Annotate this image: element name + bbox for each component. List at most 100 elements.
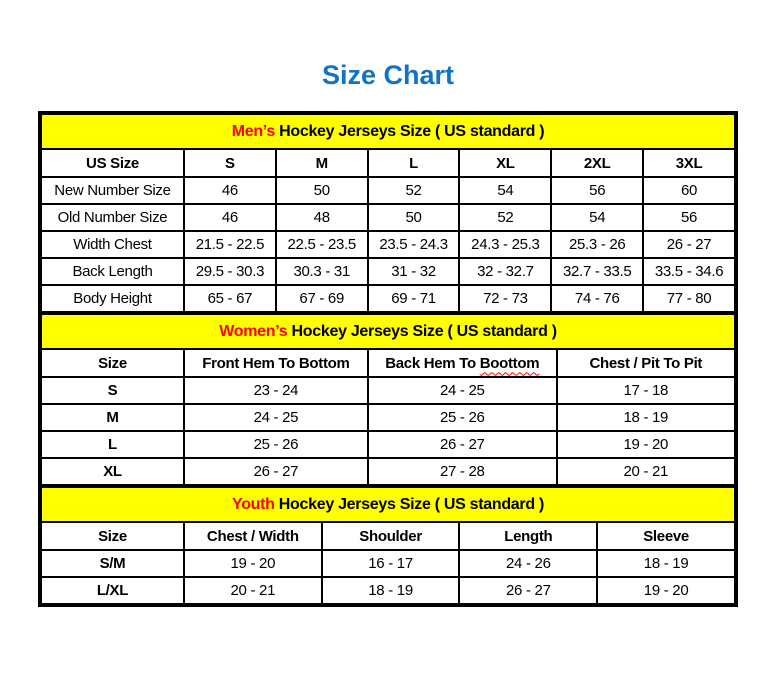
data-cell: 56 bbox=[642, 203, 736, 232]
data-cell: 26 - 27 bbox=[642, 230, 736, 259]
column-header: Size bbox=[40, 521, 185, 551]
row-label: L/XL bbox=[40, 576, 185, 605]
table-row: L/XL 20 - 21 18 - 19 26 - 27 19 - 20 bbox=[40, 576, 736, 605]
table-row: XL 26 - 27 27 - 28 20 - 21 bbox=[40, 457, 737, 486]
data-cell: 24 - 25 bbox=[182, 403, 369, 432]
column-header: US Size bbox=[40, 148, 185, 178]
column-header: Shoulder bbox=[320, 521, 461, 551]
data-cell: 26 - 27 bbox=[458, 576, 599, 605]
column-header: Chest / Pit To Pit bbox=[555, 348, 737, 378]
table-row: S 23 - 24 24 - 25 17 - 18 bbox=[40, 376, 737, 405]
data-cell: 54 bbox=[550, 203, 645, 232]
page-title: Size Chart bbox=[321, 60, 455, 90]
data-cell: 25 - 26 bbox=[366, 403, 558, 432]
table-row: Body Height 65 - 67 67 - 69 69 - 71 72 - 73 7… bbox=[40, 284, 736, 313]
data-cell: 46 bbox=[182, 176, 277, 205]
row-label: Old Number Size bbox=[40, 203, 185, 232]
youth-size-table: Youth Hockey Jerseys Size ( US standard … bbox=[40, 486, 736, 605]
row-label: Width Chest bbox=[40, 230, 185, 259]
data-cell: 33.5 - 34.6 bbox=[642, 257, 736, 286]
data-cell: 52 bbox=[366, 176, 461, 205]
youth-column-header-row: Size Chest / Width Shoulder Length Sleeve bbox=[40, 521, 736, 551]
data-cell: 50 bbox=[366, 203, 461, 232]
data-cell: 72 - 73 bbox=[458, 284, 553, 313]
data-cell: 30.3 - 31 bbox=[274, 257, 369, 286]
row-label: XL bbox=[40, 457, 185, 486]
data-cell: 25 - 26 bbox=[182, 430, 369, 459]
womens-section-heading: Women’s Hockey Jerseys Size ( US standar… bbox=[40, 313, 736, 350]
data-cell: 69 - 71 bbox=[366, 284, 461, 313]
data-cell: 25.3 - 26 bbox=[550, 230, 645, 259]
data-cell: 31 - 32 bbox=[366, 257, 461, 286]
column-header: S bbox=[182, 148, 277, 178]
column-header: M bbox=[274, 148, 369, 178]
column-header: Sleeve bbox=[596, 521, 736, 551]
data-cell: 19 - 20 bbox=[182, 549, 323, 578]
data-cell: 29.5 - 30.3 bbox=[182, 257, 277, 286]
data-cell: 24.3 - 25.3 bbox=[458, 230, 553, 259]
column-header: Chest / Width bbox=[182, 521, 323, 551]
row-label: S bbox=[40, 376, 185, 405]
data-cell: 56 bbox=[550, 176, 645, 205]
data-cell: 16 - 17 bbox=[320, 549, 461, 578]
data-cell: 21.5 - 22.5 bbox=[182, 230, 277, 259]
data-cell: 54 bbox=[458, 176, 553, 205]
column-header: Front Hem To Bottom bbox=[182, 348, 369, 378]
table-row: Back Length 29.5 - 30.3 30.3 - 31 31 - 32 32… bbox=[40, 257, 736, 286]
table-row: S/M 19 - 20 16 - 17 24 - 26 18 - 19 bbox=[40, 549, 736, 578]
table-row: M 24 - 25 25 - 26 18 - 19 bbox=[40, 403, 737, 432]
row-label: Body Height bbox=[40, 284, 185, 313]
data-cell: 26 - 27 bbox=[182, 457, 369, 486]
data-cell: 22.5 - 23.5 bbox=[274, 230, 369, 259]
data-cell: 20 - 21 bbox=[555, 457, 737, 486]
column-header: 2XL bbox=[550, 148, 645, 178]
data-cell: 18 - 19 bbox=[555, 403, 737, 432]
column-header: Length bbox=[458, 521, 599, 551]
table-row: New Number Size 46 50 52 54 56 60 bbox=[40, 176, 736, 205]
data-cell: 60 bbox=[642, 176, 736, 205]
data-cell: 18 - 19 bbox=[596, 549, 736, 578]
data-cell: 18 - 19 bbox=[320, 576, 461, 605]
data-cell: 24 - 26 bbox=[458, 549, 599, 578]
size-chart: Men’s Hockey Jerseys Size ( US standard … bbox=[38, 111, 738, 607]
table-row: Width Chest 21.5 - 22.5 22.5 - 23.5 23.5 - … bbox=[40, 230, 736, 259]
column-header: 3XL bbox=[642, 148, 736, 178]
row-label: M bbox=[40, 403, 185, 432]
section-heading-highlight: Women’s bbox=[219, 322, 288, 340]
mens-size-table: Men’s Hockey Jerseys Size ( US standard … bbox=[40, 113, 736, 313]
data-cell: 50 bbox=[274, 176, 369, 205]
column-header: XL bbox=[458, 148, 553, 178]
data-cell: 48 bbox=[274, 203, 369, 232]
row-label: L bbox=[40, 430, 185, 459]
data-cell: 32 - 32.7 bbox=[458, 257, 553, 286]
data-cell: 65 - 67 bbox=[182, 284, 277, 313]
row-label: Back Length bbox=[40, 257, 185, 286]
misspelled-word: Boottom bbox=[479, 354, 540, 372]
data-cell: 17 - 18 bbox=[555, 376, 737, 405]
data-cell: 24 - 25 bbox=[366, 376, 558, 405]
data-cell: 52 bbox=[458, 203, 553, 232]
data-cell: 23.5 - 24.3 bbox=[366, 230, 461, 259]
mens-section-heading: Men’s Hockey Jerseys Size ( US standard … bbox=[40, 113, 736, 150]
data-cell: 23 - 24 bbox=[182, 376, 369, 405]
data-cell: 67 - 69 bbox=[274, 284, 369, 313]
section-heading-highlight: Men’s bbox=[231, 122, 276, 140]
data-cell: 26 - 27 bbox=[366, 430, 558, 459]
data-cell: 46 bbox=[182, 203, 277, 232]
data-cell: 74 - 76 bbox=[550, 284, 645, 313]
womens-column-header-row: Size Front Hem To Bottom Back Hem To Boott… bbox=[40, 348, 737, 378]
mens-column-header-row: US Size S M L XL 2XL 3XL bbox=[40, 148, 736, 178]
data-cell: 20 - 21 bbox=[182, 576, 323, 605]
data-cell: 77 - 80 bbox=[642, 284, 736, 313]
data-cell: 19 - 20 bbox=[596, 576, 736, 605]
data-cell: 32.7 - 33.5 bbox=[550, 257, 645, 286]
womens-size-table: Women’s Hockey Jerseys Size ( US standar… bbox=[40, 313, 737, 486]
data-cell: 27 - 28 bbox=[366, 457, 558, 486]
table-row: Old Number Size 46 48 50 52 54 56 bbox=[40, 203, 736, 232]
column-header: L bbox=[366, 148, 461, 178]
column-header: Back Hem To Boottom bbox=[366, 348, 558, 378]
row-label: S/M bbox=[40, 549, 185, 578]
row-label: New Number Size bbox=[40, 176, 185, 205]
youth-section-heading: Youth Hockey Jerseys Size ( US standard … bbox=[40, 486, 736, 523]
